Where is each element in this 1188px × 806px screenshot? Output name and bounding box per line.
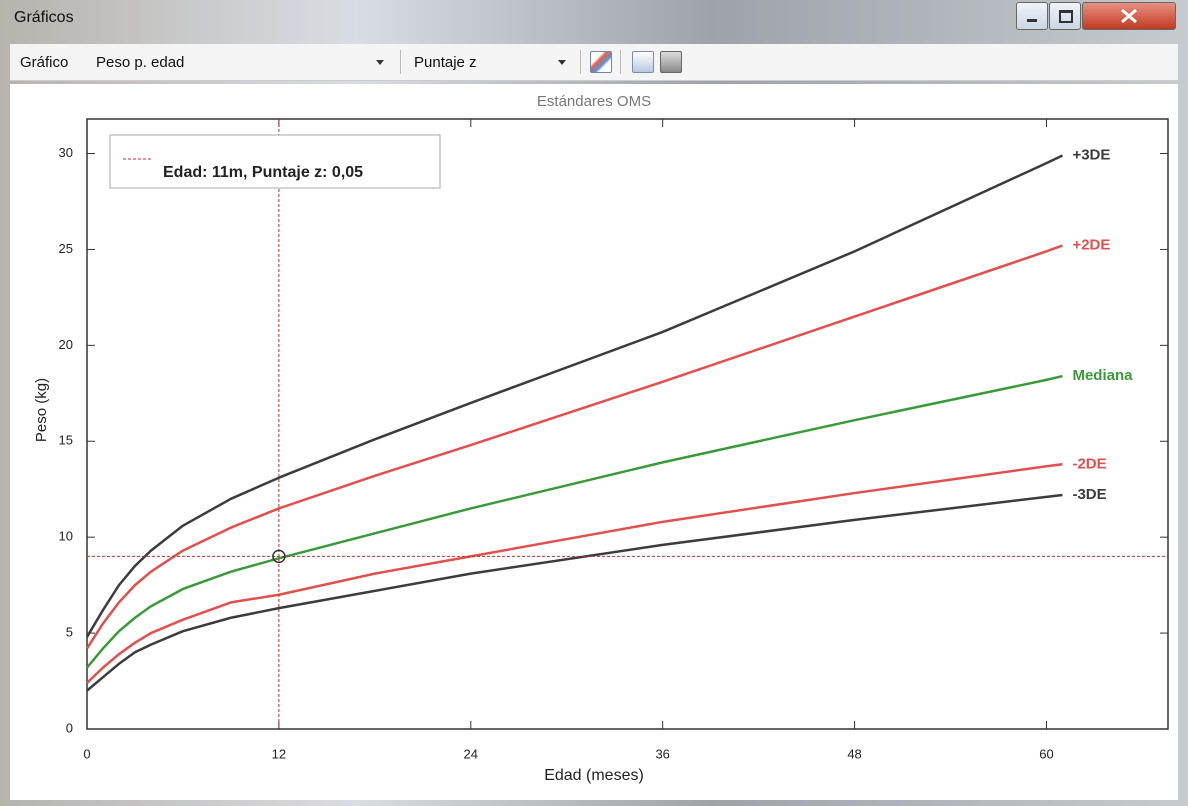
window-title: Gráficos xyxy=(14,9,74,27)
legend-label: Edad: 11m, Puntaje z: 0,05 xyxy=(163,164,363,181)
separator xyxy=(620,50,621,74)
chart-select[interactable]: Peso p. edad xyxy=(96,54,184,71)
series-line xyxy=(87,495,1062,691)
maximize-button[interactable] xyxy=(1049,2,1081,30)
series-line xyxy=(87,155,1062,636)
toolbar: Gráfico Peso p. edad Puntaje z xyxy=(10,44,1178,81)
dropdown-arrow[interactable] xyxy=(558,60,566,65)
y-tick-label: 25 xyxy=(59,241,73,256)
x-tick-label: 0 xyxy=(83,746,90,761)
copy-icon[interactable] xyxy=(632,51,654,73)
mode-select[interactable]: Puntaje z xyxy=(414,54,477,71)
close-icon xyxy=(1083,3,1175,29)
y-tick-label: 20 xyxy=(59,337,73,352)
separator xyxy=(400,50,401,74)
series-line xyxy=(87,246,1062,649)
y-tick-label: 0 xyxy=(66,720,73,735)
series-end-label: +2DE xyxy=(1072,237,1110,254)
print-icon[interactable] xyxy=(660,51,682,73)
x-tick-label: 48 xyxy=(847,746,861,761)
series-end-label: Mediana xyxy=(1072,367,1133,384)
separator xyxy=(580,50,581,74)
series-end-label: -3DE xyxy=(1072,486,1106,503)
window: Gráficos Gráfico Peso p. edad Puntaje z … xyxy=(0,0,1188,806)
chart: Estándares OMS Edad (meses) Peso (kg) 0 1… xyxy=(10,84,1178,800)
series-end-label: -2DE xyxy=(1072,455,1106,472)
series-end-label: +3DE xyxy=(1072,146,1110,163)
y-tick-label: 30 xyxy=(59,145,73,160)
y-axis-label: Peso (kg) xyxy=(33,378,50,442)
x-tick-label: 24 xyxy=(464,746,478,761)
chart-title: Estándares OMS xyxy=(537,93,651,110)
y-tick-label: 15 xyxy=(59,433,73,448)
y-tick-label: 10 xyxy=(59,529,73,544)
x-tick-label: 12 xyxy=(272,746,286,761)
plot-frame xyxy=(87,119,1168,729)
chart-icon[interactable] xyxy=(590,51,612,73)
x-tick-label: 60 xyxy=(1039,746,1053,761)
toolbar-label: Gráfico xyxy=(20,54,68,71)
y-tick-label: 5 xyxy=(66,625,73,640)
minimize-button[interactable] xyxy=(1016,2,1048,30)
close-button[interactable] xyxy=(1082,2,1176,30)
title-bar: Gráficos xyxy=(0,0,1188,40)
x-axis-label: Edad (meses) xyxy=(544,767,644,784)
x-tick-label: 36 xyxy=(655,746,669,761)
dropdown-arrow[interactable] xyxy=(376,60,384,65)
series-line xyxy=(87,376,1062,668)
